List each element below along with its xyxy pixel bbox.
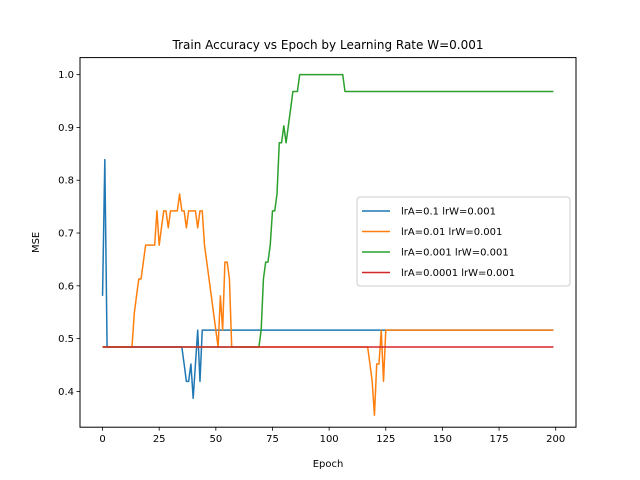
series-line-3 bbox=[102, 73, 554, 348]
y-tick-label: 0.4 bbox=[58, 387, 74, 398]
legend-label-2: lrA=0.01 lrW=0.001 bbox=[401, 227, 502, 238]
y-tick-label: 1.0 bbox=[58, 70, 74, 81]
y-tick-label: 0.7 bbox=[58, 229, 74, 240]
y-tick-label: 0.6 bbox=[58, 281, 74, 292]
x-tick-label: 75 bbox=[266, 434, 279, 445]
legend-box bbox=[356, 196, 571, 287]
y-tick-label: 0.5 bbox=[58, 334, 74, 345]
x-tick-label: 0 bbox=[99, 434, 105, 445]
legend-label-1: lrA=0.1 lrW=0.001 bbox=[401, 207, 496, 218]
x-tick-label: 200 bbox=[546, 434, 565, 445]
y-tick-label: 0.8 bbox=[58, 176, 74, 187]
plot-lines bbox=[101, 73, 554, 416]
plot-frame bbox=[79, 57, 577, 428]
x-tick-label: 150 bbox=[433, 434, 452, 445]
chart-title: Train Accuracy vs Epoch by Learning Rate… bbox=[172, 38, 484, 52]
y-axis-label: MSE bbox=[31, 232, 42, 253]
x-ticks: 0 25 50 75 100 125 150 175 200 bbox=[99, 427, 565, 445]
legend-label-4: lrA=0.0001 lrW=0.001 bbox=[401, 268, 515, 279]
x-tick-label: 100 bbox=[320, 434, 339, 445]
x-tick-label: 25 bbox=[153, 434, 166, 445]
y-tick-label: 0.9 bbox=[58, 123, 74, 134]
legend-label-3: lrA=0.001 lrW=0.001 bbox=[401, 248, 509, 259]
y-ticks: 0.4 0.5 0.6 0.7 0.8 0.9 1.0 bbox=[58, 70, 80, 398]
x-tick-label: 175 bbox=[490, 434, 509, 445]
x-tick-label: 50 bbox=[209, 434, 222, 445]
legend: lrA=0.1 lrW=0.001 lrA=0.01 lrW=0.001 lrA=0… bbox=[356, 196, 571, 287]
x-axis-label: Epoch bbox=[313, 459, 344, 470]
x-tick-label: 125 bbox=[376, 434, 395, 445]
